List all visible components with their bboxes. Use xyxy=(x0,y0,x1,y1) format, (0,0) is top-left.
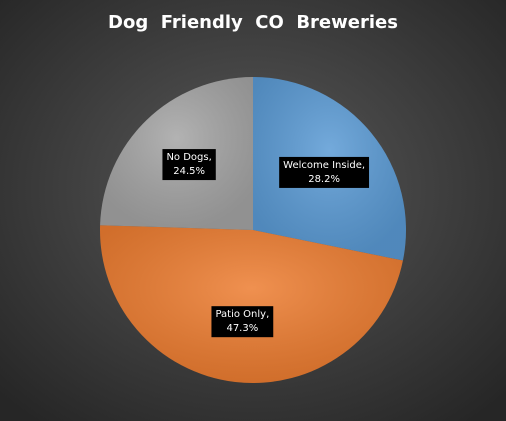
label-box xyxy=(162,149,216,181)
data-label: No Dogs, 24.5% xyxy=(162,149,216,181)
data-label: Welcome Inside, 28.2% xyxy=(279,156,370,188)
label-box xyxy=(279,156,370,188)
chart-title: Dog Friendly CO Breweries xyxy=(108,12,398,33)
data-label-text: Welcome Inside, 28.2% xyxy=(283,160,365,185)
data-label-text: Patio Only, 47.3% xyxy=(215,309,269,334)
data-label: Patio Only, 47.3% xyxy=(211,306,274,338)
data-label-text: No Dogs, 24.5% xyxy=(166,152,211,177)
label-box xyxy=(211,306,274,338)
